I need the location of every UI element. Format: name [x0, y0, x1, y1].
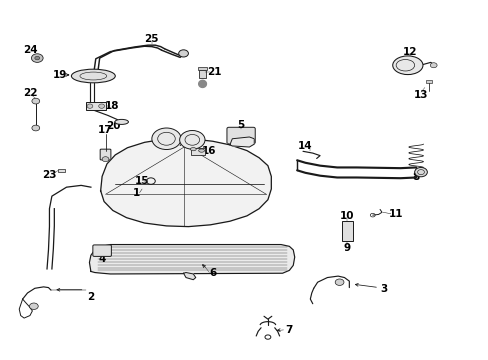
Circle shape [29, 303, 38, 310]
Polygon shape [101, 139, 271, 226]
Circle shape [334, 279, 343, 285]
Polygon shape [198, 80, 206, 87]
Bar [197, 67, 207, 70]
Text: 12: 12 [402, 46, 417, 57]
Text: 11: 11 [387, 209, 402, 219]
Circle shape [179, 131, 204, 149]
Text: 24: 24 [23, 45, 38, 55]
Text: 25: 25 [144, 35, 159, 44]
FancyBboxPatch shape [100, 149, 111, 160]
Circle shape [31, 54, 43, 62]
Circle shape [87, 104, 93, 108]
Text: 6: 6 [209, 267, 216, 278]
Circle shape [429, 63, 436, 68]
Ellipse shape [115, 120, 128, 125]
Text: 14: 14 [298, 141, 312, 151]
Circle shape [414, 167, 427, 177]
Circle shape [178, 50, 188, 57]
Polygon shape [183, 273, 195, 280]
Polygon shape [89, 244, 294, 274]
Ellipse shape [190, 148, 196, 151]
Text: 23: 23 [42, 170, 57, 180]
Text: 18: 18 [104, 101, 119, 111]
Circle shape [152, 128, 181, 149]
Text: 4: 4 [98, 254, 105, 264]
Bar [86, 102, 105, 110]
Text: 8: 8 [412, 172, 419, 182]
Text: 16: 16 [202, 146, 216, 156]
Text: 7: 7 [285, 325, 292, 335]
Text: 17: 17 [98, 125, 113, 135]
Bar [190, 148, 204, 155]
Text: 2: 2 [87, 292, 94, 302]
Polygon shape [229, 137, 254, 147]
Text: 13: 13 [413, 90, 427, 100]
Bar [58, 168, 65, 172]
FancyBboxPatch shape [93, 245, 111, 256]
Bar [341, 221, 352, 241]
Text: 19: 19 [53, 70, 67, 80]
Text: 10: 10 [340, 211, 354, 221]
Text: 21: 21 [206, 67, 221, 77]
Ellipse shape [392, 56, 422, 75]
Text: 3: 3 [379, 284, 386, 294]
Ellipse shape [198, 149, 204, 152]
Text: 5: 5 [237, 121, 244, 130]
Bar [199, 70, 205, 78]
Text: 22: 22 [22, 88, 37, 98]
Text: 1: 1 [132, 188, 140, 198]
Text: 9: 9 [343, 243, 350, 253]
FancyBboxPatch shape [226, 127, 255, 144]
Circle shape [102, 157, 109, 162]
Circle shape [35, 56, 40, 60]
Ellipse shape [71, 69, 115, 83]
Circle shape [99, 104, 104, 108]
Bar [425, 80, 431, 83]
Circle shape [32, 98, 40, 104]
Text: 15: 15 [135, 176, 149, 186]
Circle shape [32, 125, 40, 131]
Text: 20: 20 [106, 121, 121, 131]
